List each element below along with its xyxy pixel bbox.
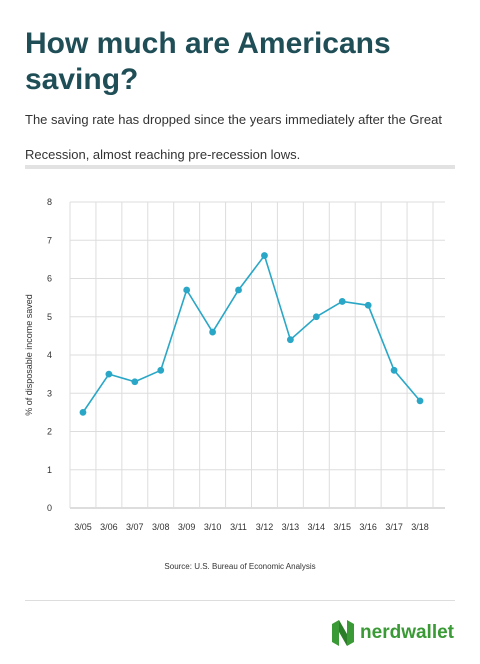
y-tick-label: 1 bbox=[47, 465, 52, 475]
y-axis-label: % of disposable income saved bbox=[24, 294, 34, 416]
data-point bbox=[209, 328, 217, 336]
x-tick-label: 3/10 bbox=[204, 522, 222, 532]
data-point bbox=[390, 366, 398, 374]
source-note: Source: U.S. Bureau of Economic Analysis bbox=[164, 562, 316, 571]
chart-subtitle: The saving rate has dropped since the ye… bbox=[25, 112, 442, 162]
y-tick-label: 6 bbox=[47, 274, 52, 284]
data-point bbox=[235, 286, 242, 294]
x-tick-label: 3/14 bbox=[308, 522, 326, 532]
data-point bbox=[261, 252, 268, 259]
x-tick-label: 3/12 bbox=[256, 522, 274, 532]
x-tick-label: 3/17 bbox=[385, 522, 403, 532]
y-tick-label: 0 bbox=[47, 503, 52, 513]
x-tick-label: 3/18 bbox=[411, 522, 429, 532]
data-point bbox=[416, 397, 424, 405]
data-point bbox=[183, 286, 191, 294]
y-tick-label: 2 bbox=[47, 427, 52, 437]
top-divider bbox=[25, 165, 455, 169]
nerdwallet-n-logo-icon bbox=[332, 620, 355, 646]
data-point bbox=[286, 336, 294, 344]
series-line bbox=[82, 253, 421, 413]
y-tick-label: 3 bbox=[47, 388, 52, 398]
brand-logo: nerdwallet bbox=[332, 619, 454, 647]
x-tick-label: 3/11 bbox=[230, 522, 247, 532]
data-point bbox=[157, 366, 165, 374]
y-tick-label: 5 bbox=[47, 312, 52, 322]
x-axis-ticks: 3/05 3/06 3/07 3/08 3/09 3/10 3/11 3/12 3/13 3/14… bbox=[74, 522, 429, 532]
data-points bbox=[79, 252, 424, 416]
y-axis-ticks: 0 1 2 3 4 5 6 7 8 bbox=[47, 197, 52, 513]
data-point bbox=[364, 301, 372, 309]
chart-grid bbox=[69, 201, 445, 509]
x-tick-label: 3/07 bbox=[126, 522, 144, 532]
data-point bbox=[312, 313, 320, 321]
x-tick-label: 3/16 bbox=[359, 522, 377, 532]
data-point bbox=[79, 408, 87, 416]
x-tick-label: 3/08 bbox=[152, 522, 170, 532]
bottom-divider bbox=[25, 600, 455, 601]
x-tick-label: 3/06 bbox=[100, 522, 118, 532]
x-tick-label: 3/15 bbox=[333, 522, 351, 532]
y-tick-label: 7 bbox=[47, 235, 52, 245]
x-tick-label: 3/05 bbox=[74, 522, 92, 532]
data-point bbox=[338, 298, 346, 305]
brand-name: nerdwallet bbox=[360, 622, 454, 643]
x-tick-label: 3/09 bbox=[178, 522, 196, 532]
y-tick-label: 4 bbox=[47, 350, 52, 360]
page-title: How much are Americans saving? bbox=[25, 27, 391, 96]
x-tick-label: 3/13 bbox=[282, 522, 300, 532]
data-point bbox=[131, 378, 139, 386]
data-point bbox=[105, 370, 113, 378]
y-tick-label: 8 bbox=[47, 197, 52, 207]
